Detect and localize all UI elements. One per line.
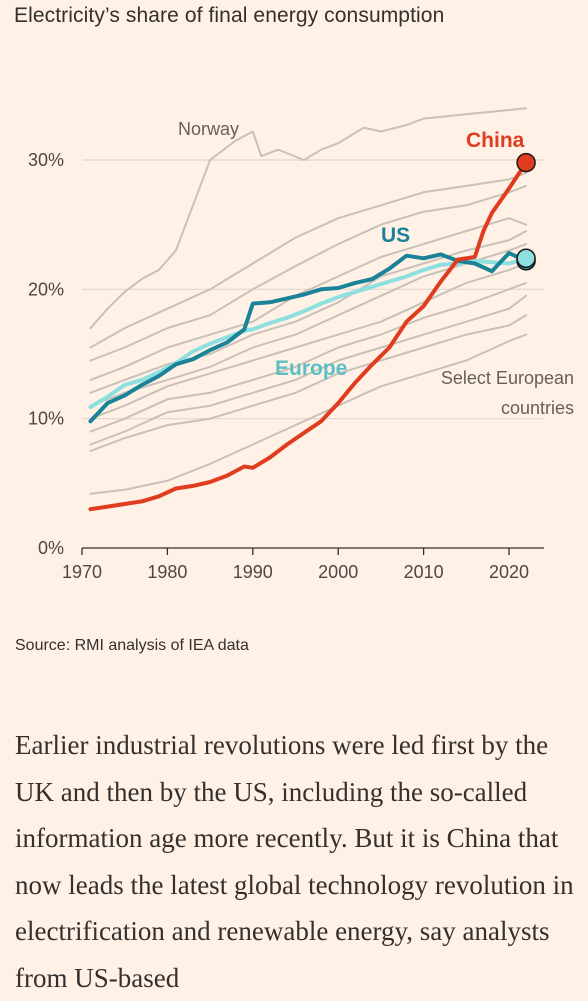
y-tick-label: 10% bbox=[28, 409, 64, 429]
end-markers bbox=[516, 152, 536, 271]
x-tick-label: 1990 bbox=[233, 562, 273, 582]
x-tick-label: 2000 bbox=[318, 562, 358, 582]
x-tick-label: 1970 bbox=[62, 562, 102, 582]
source-note: Source: RMI analysis of IEA data bbox=[15, 637, 249, 654]
country-line-8 bbox=[89, 294, 528, 446]
chart-labels: Norway Select European countries China U… bbox=[178, 119, 574, 418]
x-tick-label: 2010 bbox=[404, 562, 444, 582]
country-line-2 bbox=[89, 184, 528, 362]
country-line-3 bbox=[89, 217, 528, 381]
china-end-marker bbox=[516, 152, 536, 173]
select-european-annotation-line1: Select European bbox=[441, 368, 574, 388]
highlight-lines bbox=[88, 160, 529, 512]
y-tick-label: 0% bbox=[38, 538, 64, 558]
gridlines bbox=[82, 159, 544, 420]
select-european-annotation-line2: countries bbox=[501, 398, 574, 418]
china-series-label: China bbox=[466, 129, 525, 152]
country-line-10 bbox=[89, 333, 528, 495]
y-tick-label: 20% bbox=[28, 279, 64, 299]
country-line-4 bbox=[89, 230, 528, 394]
country-line-7 bbox=[89, 281, 528, 433]
chart-title: Electricity’s share of final energy cons… bbox=[14, 4, 445, 27]
china-line bbox=[88, 160, 529, 512]
country-line-6 bbox=[89, 262, 528, 420]
axes: 0% 10% 20% 30% 1970 1980 1990 2000 2010 2020 bbox=[28, 150, 544, 582]
europe-end-marker bbox=[516, 248, 536, 269]
x-tick-label: 2020 bbox=[489, 562, 529, 582]
y-tick-label: 30% bbox=[28, 150, 64, 170]
country-line-1 bbox=[89, 171, 528, 349]
norway-annotation: Norway bbox=[178, 119, 239, 139]
background-country-lines bbox=[89, 107, 528, 495]
europe-series-label: Europe bbox=[275, 357, 347, 380]
us-line bbox=[88, 251, 529, 424]
article-paragraph: Earlier industrial revolutions were led … bbox=[15, 730, 574, 993]
us-series-label: US bbox=[381, 224, 410, 247]
country-line-9 bbox=[89, 314, 528, 452]
line-chart: 0% 10% 20% 30% 1970 1980 1990 2000 2010 2020 Norw… bbox=[28, 107, 574, 582]
norway-line bbox=[89, 107, 528, 330]
x-tick-label: 1980 bbox=[147, 562, 187, 582]
